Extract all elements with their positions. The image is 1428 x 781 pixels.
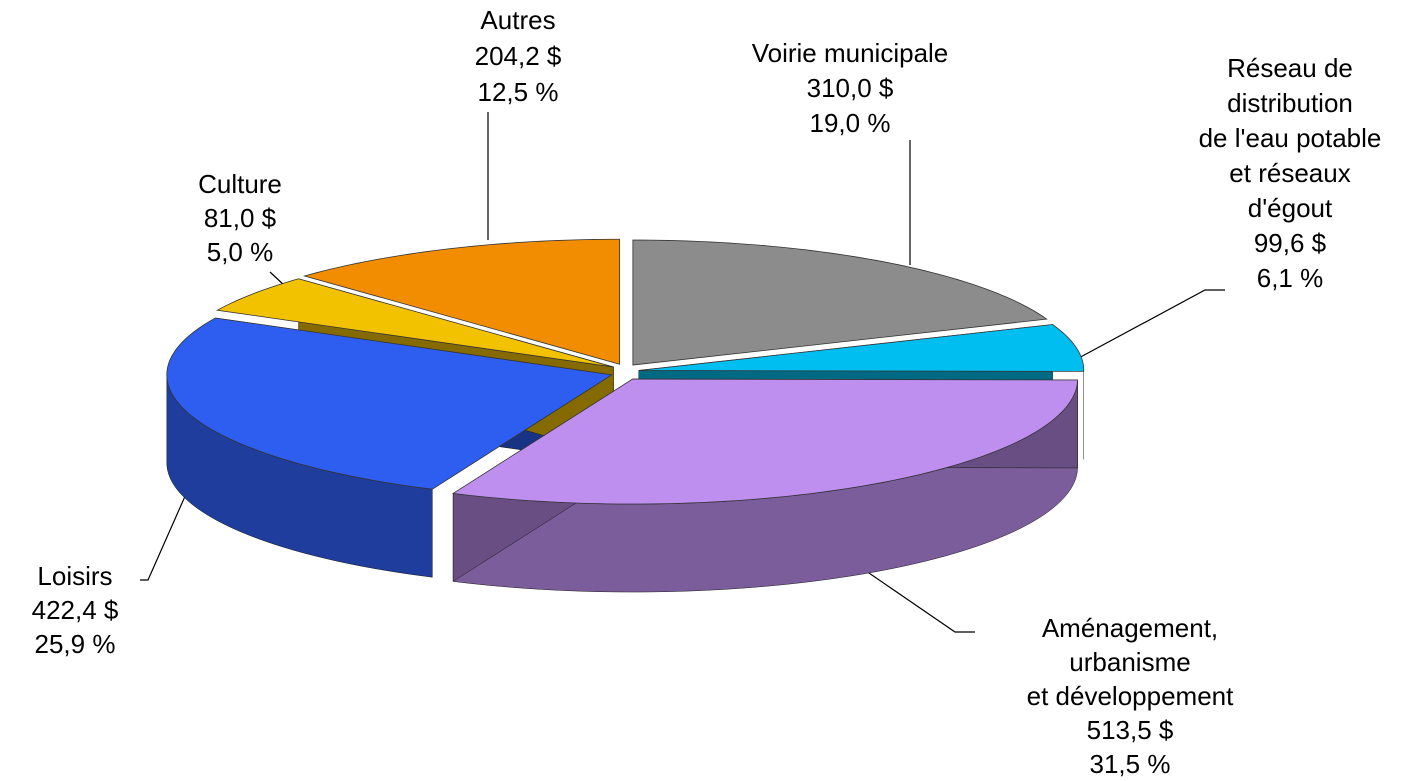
percentage-label: 25,9 %: [35, 629, 116, 659]
value-label: 204,2 $: [475, 41, 562, 71]
slice-side-shade: [453, 379, 1078, 593]
value-label: 99,6 $: [1254, 228, 1327, 258]
category-label: distribution: [1227, 88, 1353, 118]
pie: [166, 238, 1085, 593]
category-label: Autres: [480, 5, 555, 35]
slice: [638, 324, 1085, 372]
slice: [166, 317, 613, 490]
slice: [303, 238, 621, 365]
slice-label: Loisirs 422,4 $ 25,9 %: [32, 561, 119, 659]
slice: [216, 278, 614, 368]
percentage-label: 12,5 %: [478, 77, 559, 107]
percentage-label: 19,0 %: [810, 108, 891, 138]
slice: [451, 378, 1079, 505]
slice-label: Aménagement, urbanisme et développement 513…: [1027, 613, 1234, 779]
percentage-label: 6,1 %: [1257, 263, 1324, 293]
slice-label: Voirie municipale 310,0 $ 19,0 %: [752, 38, 949, 138]
category-label: de l'eau potable: [1199, 123, 1382, 153]
category-label: et développement: [1027, 681, 1234, 711]
value-label: 81,0 $: [204, 203, 277, 233]
category-label: Aménagement,: [1042, 613, 1218, 643]
percentage-label: 5,0 %: [207, 237, 274, 267]
slice-label: Réseau de distribution de l'eau potable et …: [1199, 53, 1382, 293]
category-label: Voirie municipale: [752, 38, 949, 68]
category-label: et réseaux: [1229, 158, 1350, 188]
category-label: Culture: [198, 169, 282, 199]
category-label: Loisirs: [37, 561, 112, 591]
value-label: 310,0 $: [807, 73, 894, 103]
slice: [632, 239, 1048, 366]
category-label: d'égout: [1248, 193, 1333, 223]
leader-line: [140, 484, 191, 581]
value-label: 422,4 $: [32, 595, 119, 625]
category-label: urbanisme: [1069, 647, 1190, 677]
slice-label: Culture 81,0 $ 5,0 %: [198, 169, 282, 267]
percentage-label: 31,5 %: [1090, 749, 1171, 779]
slice-label: Autres 204,2 $ 12,5 %: [475, 5, 562, 107]
category-label: Réseau de: [1227, 53, 1353, 83]
slice-side-shade: [166, 374, 433, 578]
leader-line: [849, 559, 975, 633]
value-label: 513,5 $: [1087, 715, 1174, 745]
leader-line: [1074, 289, 1225, 361]
